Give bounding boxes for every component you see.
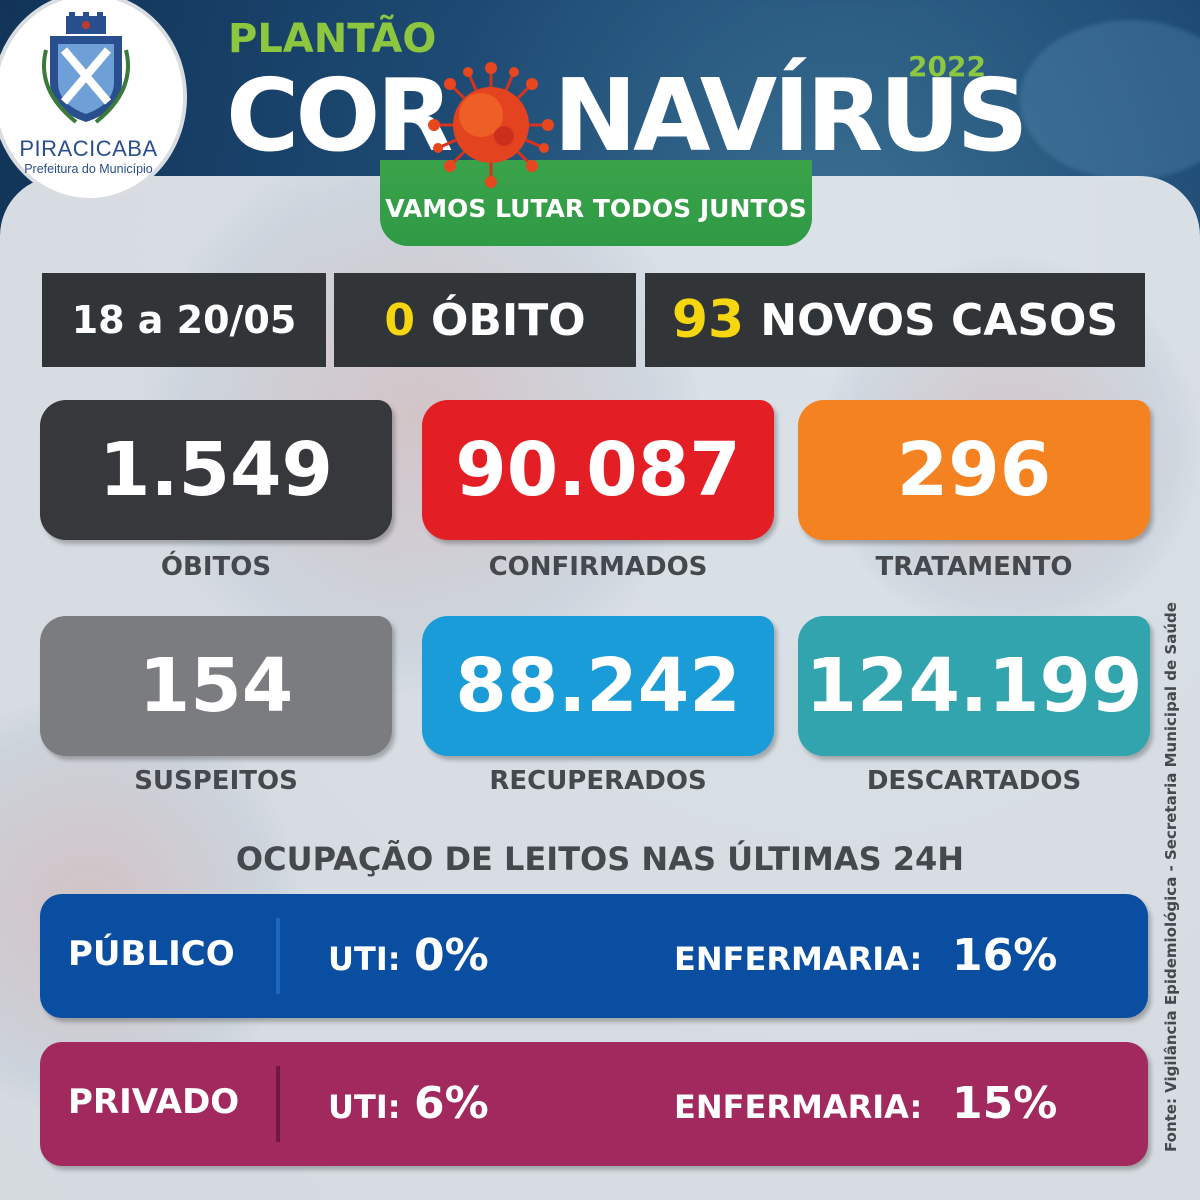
new-cases-box: 93 NOVOS CASOS (645, 273, 1145, 367)
background-virus (1020, 20, 1200, 180)
slogan-banner: VAMOS LUTAR TODOS JUNTOS (380, 160, 812, 246)
privado-uti-value: 6% (414, 1078, 489, 1129)
privado-label: PRIVADO (68, 1082, 240, 1122)
period-box: 18 a 20/05 (42, 273, 326, 367)
suspeitos-value: 154 (138, 643, 294, 729)
recuperados-card: 88.242 (422, 616, 774, 756)
descartados-value: 124.199 (805, 643, 1143, 729)
divider (276, 918, 280, 994)
tratamento-label: TRATAMENTO (875, 552, 1073, 582)
obitos-label: ÓBITOS (160, 552, 272, 582)
descartados-label: DESCARTADOS (866, 766, 1082, 796)
occupancy-title: OCUPAÇÃO DE LEITOS NAS ÚLTIMAS 24H (235, 840, 965, 878)
deaths-today-value: 0 (384, 294, 415, 346)
privado-enfermaria-value: 15% (952, 1078, 1058, 1129)
publico-bar: PÚBLICO UTI: 0% ENFERMARIA: 16% (40, 894, 1148, 1018)
logo-badge: PIRACICABA Prefeitura do Município (0, 0, 187, 202)
new-cases-value: 93 (671, 290, 745, 350)
obitos-value: 1.549 (98, 427, 334, 513)
recuperados-value: 88.242 (455, 643, 741, 729)
confirmados-card: 90.087 (422, 400, 774, 540)
plantao-label: PLANTÃO (228, 16, 437, 62)
suspeitos-card: 154 (40, 616, 392, 756)
privado-bar: PRIVADO UTI: 6% ENFERMARIA: 15% (40, 1042, 1148, 1166)
title-left: COR (226, 57, 453, 174)
new-cases-label: NOVOS CASOS (760, 294, 1119, 346)
obitos-card: 1.549 (40, 400, 392, 540)
divider (276, 1066, 280, 1142)
slogan-text: VAMOS LUTAR TODOS JUNTOS (385, 194, 807, 223)
year-label: 2022 (908, 50, 986, 83)
source-credit: Fonte: Vigilância Epidemiológica - Secre… (1162, 602, 1180, 1152)
publico-label: PÚBLICO (68, 934, 235, 974)
crest-icon (42, 12, 130, 124)
period-text: 18 a 20/05 (71, 298, 297, 342)
confirmados-value: 90.087 (455, 427, 741, 513)
page-title: COR NAVÍRUS (226, 66, 1029, 166)
publico-uti-label: UTI: (328, 940, 401, 978)
title-right: NAVÍRUS (553, 57, 1028, 174)
deaths-today-label: ÓBITO (430, 294, 586, 346)
publico-enfermaria-value: 16% (952, 930, 1058, 981)
city-name: PIRACICABA (19, 136, 158, 161)
publico-uti-value: 0% (414, 930, 489, 981)
coronavirus-icon (428, 62, 554, 188)
recuperados-label: RECUPERADOS (489, 766, 707, 796)
privado-uti-label: UTI: (328, 1088, 401, 1126)
publico-enfermaria-label: ENFERMARIA: (674, 940, 923, 978)
tratamento-card: 296 (798, 400, 1150, 540)
suspeitos-label: SUSPEITOS (134, 766, 298, 796)
confirmados-label: CONFIRMADOS (488, 552, 708, 582)
descartados-card: 124.199 (798, 616, 1150, 756)
privado-enfermaria-label: ENFERMARIA: (674, 1088, 923, 1126)
deaths-today-box: 0 ÓBITO (334, 273, 636, 367)
tratamento-value: 296 (896, 427, 1052, 513)
city-subtitle: Prefeitura do Município (24, 162, 153, 176)
